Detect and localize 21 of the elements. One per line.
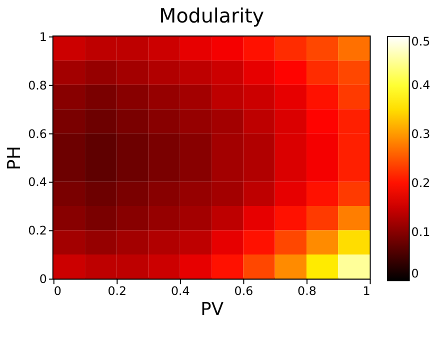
x-tick-label: 0.6 <box>234 284 254 298</box>
color-bar-label: 0.5 <box>411 34 430 48</box>
color-bar-label: 0.4 <box>411 78 430 92</box>
color-bar-label: 0.1 <box>411 224 430 239</box>
y-tick-label: 0.8 <box>28 78 47 92</box>
chart-title: Modularity <box>159 4 264 28</box>
y-tick-label: 0.4 <box>28 175 47 190</box>
y-tick-label: 1 <box>39 30 47 44</box>
x-tick-label: 1 <box>362 284 370 298</box>
x-tick-label: 0.8 <box>298 284 316 298</box>
color-bar-label: 0 <box>411 266 419 281</box>
x-tick-label: 0 <box>54 284 62 298</box>
color-bar-label: 0.2 <box>411 176 430 190</box>
y-tick-label: 0 <box>39 272 47 286</box>
x-axis-title: PV <box>200 298 224 320</box>
y-tick-label: 0.2 <box>28 224 47 238</box>
color-bar-label: 0.3 <box>411 127 430 142</box>
y-axis-title: PH <box>4 146 26 170</box>
y-tick-label: 0.6 <box>28 126 47 141</box>
x-tick-label: 0.4 <box>170 284 190 298</box>
x-tick-label: 0.2 <box>108 284 127 298</box>
